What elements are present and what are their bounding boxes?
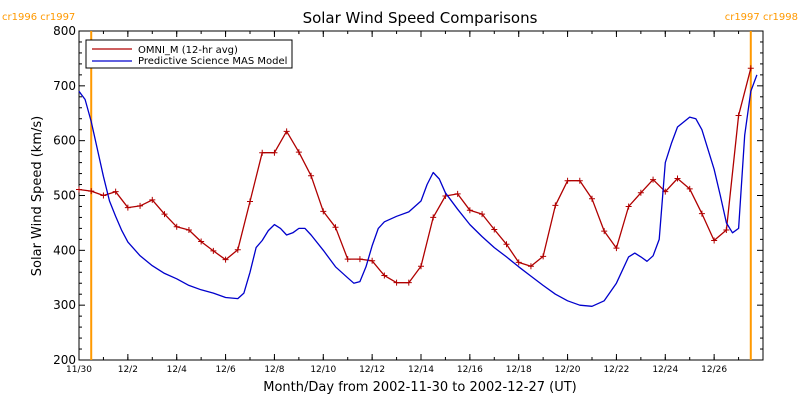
x-tick-label: 12/22 — [603, 365, 629, 375]
x-tick-label: 12/12 — [359, 365, 385, 375]
y-tick-label: 500 — [53, 189, 76, 203]
x-tick-label: 12/20 — [555, 365, 581, 375]
omni-data-point — [112, 188, 119, 195]
y-tick-label: 700 — [53, 79, 76, 93]
omni-data-point — [137, 202, 144, 209]
x-axis-label: Month/Day from 2002-11-30 to 2002-12-27 … — [263, 380, 576, 395]
omni-data-point — [430, 214, 437, 221]
omni-data-point — [613, 245, 620, 252]
omni-data-point — [222, 256, 229, 263]
omni-data-point — [332, 224, 339, 231]
omni-data-point — [540, 253, 547, 260]
omni-data-point — [234, 246, 241, 253]
omni-data-point — [259, 149, 266, 156]
omni-data-point — [650, 176, 657, 183]
omni-data-point — [503, 241, 510, 248]
x-tick-label: 12/24 — [652, 365, 678, 375]
omni-data-point — [271, 149, 278, 156]
plot-frame — [78, 30, 764, 361]
omni-data-point — [747, 65, 754, 72]
chart-title: Solar Wind Speed Comparisons — [303, 9, 538, 27]
x-tick-label: 12/2 — [118, 365, 138, 375]
x-tick-label: 12/26 — [701, 365, 727, 375]
omni-data-point — [210, 247, 217, 254]
x-tick-label: 12/4 — [167, 365, 187, 375]
omni-data-point — [686, 185, 693, 192]
x-tick-label: 12/6 — [215, 365, 235, 375]
omni-series-line — [78, 68, 752, 284]
omni-data-point — [589, 195, 595, 202]
omni-data-point — [344, 256, 351, 263]
omni-data-point — [308, 172, 315, 179]
x-tick-label: 12/14 — [408, 365, 434, 375]
y-tick-label: 600 — [53, 134, 76, 148]
omni-data-point — [527, 263, 534, 270]
omni-data-point — [674, 175, 681, 182]
y-tick-label: 800 — [53, 24, 76, 38]
omni-data-point — [76, 186, 82, 193]
omni-data-point — [601, 228, 608, 235]
omni-data-point — [625, 203, 632, 210]
omni-data-point — [576, 177, 583, 184]
omni-data-point — [247, 198, 253, 205]
x-tick-label: 12/18 — [506, 365, 532, 375]
legend-label-omni: OMNI_M (12-hr avg) — [138, 45, 238, 56]
omni-data-point — [491, 226, 498, 233]
omni-data-point — [454, 190, 461, 197]
legend — [85, 39, 293, 69]
omni-data-point — [479, 211, 486, 218]
omni-data-point — [149, 196, 156, 203]
plot-area: 200 300 400 500 600 700 800 11/30 12/2 12/4 12/6 12… — [2, 12, 798, 375]
y-tick-label: 400 — [53, 243, 76, 257]
omni-data-point — [698, 210, 705, 217]
omni-data-point — [515, 259, 522, 266]
legend-label-model: Predictive Science MAS Model — [138, 56, 287, 67]
omni-data-point — [381, 272, 388, 279]
y-tick-label: 300 — [53, 298, 76, 312]
x-tick-label: 12/16 — [457, 365, 483, 375]
omni-data-point — [637, 189, 644, 196]
carrington-rotation-label: cr1996 cr1997 — [2, 12, 75, 23]
omni-data-point — [88, 188, 95, 195]
x-tick-label: 11/30 — [66, 365, 92, 375]
omni-data-point — [173, 223, 180, 230]
carrington-rotation-label: cr1997 cr1998 — [725, 12, 798, 23]
omni-data-point — [393, 279, 400, 286]
omni-data-point — [405, 279, 412, 286]
x-tick-label: 12/8 — [264, 365, 284, 375]
omni-data-point — [161, 211, 168, 218]
y-tick-label: 200 — [53, 353, 76, 367]
omni-data-point — [466, 207, 473, 214]
omni-data-point — [295, 149, 302, 156]
omni-data-point — [198, 238, 205, 245]
omni-data-point — [369, 257, 376, 264]
omni-data-point — [552, 202, 559, 209]
model-series-line — [78, 74, 758, 307]
omni-data-point — [185, 227, 192, 234]
omni-data-point — [356, 256, 363, 263]
omni-data-point — [711, 237, 718, 244]
omni-data-point — [100, 192, 107, 199]
x-tick-label: 12/10 — [310, 365, 336, 375]
omni-data-point — [320, 208, 327, 215]
omni-data-point — [723, 227, 730, 234]
omni-data-point — [735, 112, 742, 119]
omni-data-point — [283, 128, 290, 135]
omni-data-point — [418, 263, 424, 270]
omni-data-point — [124, 204, 131, 211]
y-axis-label: Solar Wind Speed (km/s) — [30, 116, 45, 276]
omni-data-point — [564, 177, 571, 184]
